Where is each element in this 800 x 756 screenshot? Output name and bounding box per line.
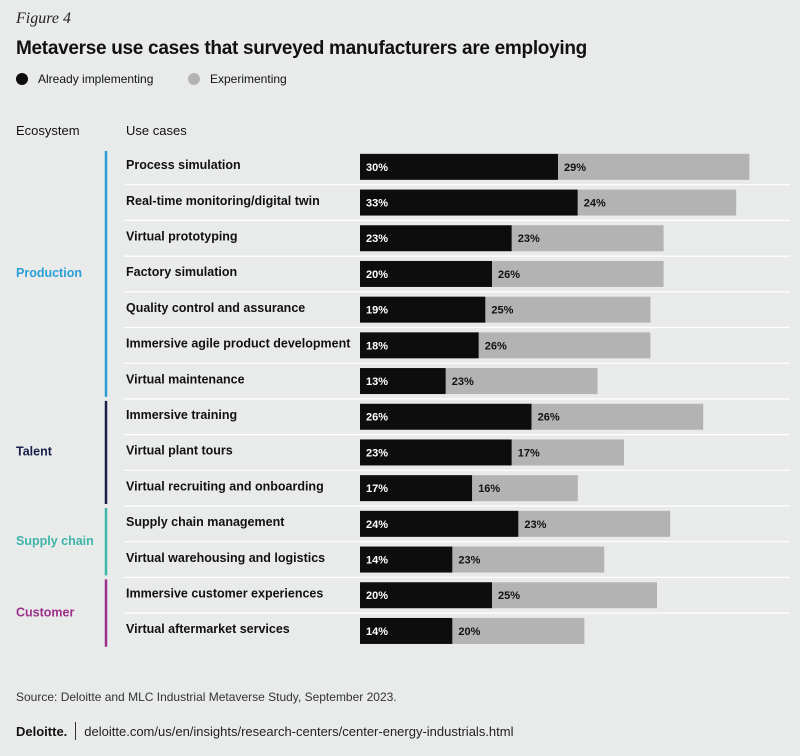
bar-experimenting	[518, 510, 671, 537]
data-label-experimenting: 17%	[518, 447, 540, 459]
use-cases-header: Use cases	[126, 123, 187, 138]
row-label: Factory simulation	[126, 265, 237, 279]
footer: Deloitte. deloitte.com/us/en/insights/re…	[16, 722, 514, 740]
data-label-implementing: 20%	[366, 590, 388, 602]
bar-experimenting	[485, 296, 651, 323]
row-label: Virtual prototyping	[126, 230, 238, 244]
chart-title: Metaverse use cases that surveyed manufa…	[16, 38, 587, 59]
data-label-experimenting: 26%	[538, 412, 560, 424]
source-note: Source: Deloitte and MLC Industrial Meta…	[16, 690, 397, 704]
legend-item-experimenting: Experimenting	[188, 72, 287, 86]
row-label: Virtual warehousing and logistics	[126, 551, 325, 565]
row-label: Process simulation	[126, 158, 241, 172]
ecosystem-label: Production	[16, 266, 82, 280]
data-label-experimenting: 16%	[478, 483, 500, 495]
data-label-implementing: 14%	[366, 626, 388, 638]
bar-already-implementing	[360, 332, 479, 359]
legend-item-implementing: Already implementing	[16, 72, 153, 86]
bar-experimenting	[558, 153, 750, 180]
bar-experimenting	[478, 332, 651, 359]
bar-experimenting	[452, 617, 585, 644]
data-label-experimenting: 23%	[524, 519, 546, 531]
data-label-experimenting: 23%	[458, 554, 480, 566]
bar-already-implementing	[360, 546, 453, 573]
bar-already-implementing	[360, 617, 453, 644]
bar-experimenting	[492, 260, 664, 287]
bar-already-implementing	[360, 225, 512, 252]
row-label: Virtual aftermarket services	[126, 622, 290, 636]
bar-already-implementing	[360, 296, 486, 323]
bar-already-implementing	[360, 260, 492, 287]
bar-already-implementing	[360, 189, 578, 216]
bar-already-implementing	[360, 153, 558, 180]
data-label-implementing: 18%	[366, 340, 388, 352]
data-label-experimenting: 25%	[498, 590, 520, 602]
bar-already-implementing	[360, 368, 446, 395]
bar-experimenting	[445, 368, 598, 395]
row-label: Virtual recruiting and onboarding	[126, 479, 324, 493]
row-label: Immersive agile product development	[126, 337, 351, 351]
data-label-experimenting: 26%	[498, 269, 520, 281]
data-label-implementing: 23%	[366, 233, 388, 245]
bar-already-implementing	[360, 510, 519, 537]
data-label-implementing: 33%	[366, 197, 388, 209]
footer-url[interactable]: deloitte.com/us/en/insights/research-cen…	[84, 723, 514, 739]
data-label-experimenting: 20%	[458, 626, 480, 638]
data-label-implementing: 20%	[366, 269, 388, 281]
row-label: Immersive training	[126, 408, 237, 422]
data-label-implementing: 17%	[366, 483, 388, 495]
data-label-implementing: 13%	[366, 376, 388, 388]
ecosystem-label: Customer	[16, 605, 74, 619]
bar-experimenting	[511, 225, 664, 252]
stacked-bar-chart: Process simulation 30% 29% Real-time monito…	[16, 151, 790, 647]
footer-divider	[75, 722, 77, 740]
legend-label-experimenting: Experimenting	[210, 72, 287, 86]
row-label: Immersive customer experiences	[126, 587, 323, 601]
data-label-experimenting: 29%	[564, 162, 586, 174]
bar-experimenting	[452, 546, 605, 573]
data-label-experimenting: 23%	[518, 233, 540, 245]
data-label-implementing: 14%	[366, 554, 388, 566]
data-label-implementing: 30%	[366, 162, 388, 174]
data-label-experimenting: 26%	[485, 340, 507, 352]
data-label-implementing: 19%	[366, 305, 388, 317]
row-label: Real-time monitoring/digital twin	[126, 194, 320, 208]
ecosystem-label: Supply chain	[16, 534, 94, 548]
bar-experimenting	[511, 439, 624, 466]
row-label: Virtual maintenance	[126, 372, 245, 386]
bar-experimenting	[472, 475, 578, 502]
row-label: Quality control and assurance	[126, 301, 305, 315]
bar-already-implementing	[360, 475, 473, 502]
data-label-experimenting: 25%	[491, 305, 513, 317]
data-label-implementing: 24%	[366, 519, 388, 531]
row-label: Supply chain management	[126, 515, 285, 529]
legend-swatch-experimenting	[188, 73, 200, 85]
data-label-experimenting: 24%	[584, 197, 606, 209]
deloitte-logo: Deloitte.	[16, 723, 68, 739]
data-label-implementing: 23%	[366, 447, 388, 459]
legend-label-implementing: Already implementing	[38, 72, 154, 86]
ecosystem-header: Ecosystem	[16, 123, 80, 138]
figure-label: Figure 4	[16, 10, 71, 27]
legend-swatch-implementing	[16, 73, 28, 85]
bar-already-implementing	[360, 582, 492, 609]
bar-experimenting	[577, 189, 737, 216]
data-label-experimenting: 23%	[452, 376, 474, 388]
ecosystem-label: Talent	[16, 445, 53, 459]
bar-experimenting	[531, 403, 704, 430]
data-label-implementing: 26%	[366, 412, 388, 424]
bar-already-implementing	[360, 403, 532, 430]
bar-already-implementing	[360, 439, 512, 466]
row-label: Virtual plant tours	[126, 444, 233, 458]
bar-experimenting	[492, 582, 657, 609]
